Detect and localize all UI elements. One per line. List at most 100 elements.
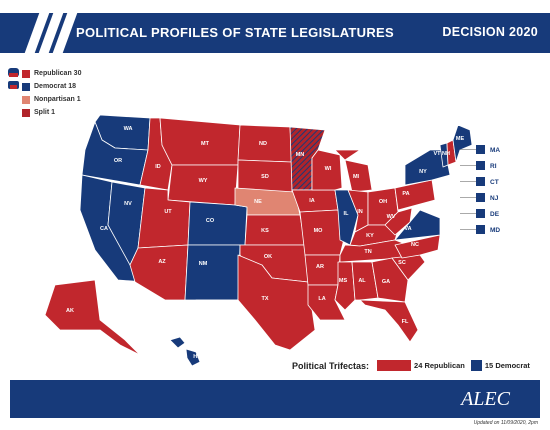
map-svg: WA OR CA NV ID MT WY UT CO AZ NM ND SD NE KS OK TX MN IA MO… (44, 114, 500, 367)
state-ia (291, 189, 339, 213)
state-mo (299, 209, 346, 256)
state-label-va: VA (404, 226, 411, 232)
state-va (394, 209, 441, 241)
state-label-or: OR (114, 158, 122, 164)
trifecta-legend: Political Trifectas: 24 Republican 15 De… (292, 360, 536, 371)
state-mt (159, 117, 241, 166)
legend-label: Democrat 18 (34, 83, 77, 90)
callout-label-ma: MA (490, 147, 500, 154)
party-icons (8, 68, 19, 89)
trifecta-democrat: 15 Democrat (484, 361, 530, 370)
state-me (452, 124, 473, 163)
state-label-ms: MS (339, 278, 348, 284)
state-ks (244, 214, 306, 246)
state-tn (339, 239, 409, 263)
page-subtitle: DECISION 2020 (442, 25, 538, 39)
legend-item-nonpartisan: Nonpartisan 1 (22, 94, 81, 105)
callout-label-nj: NJ (490, 195, 499, 202)
callout-label-de: DE (490, 211, 500, 218)
state-label-il: IL (344, 211, 350, 217)
state-az (129, 244, 189, 301)
state-label-nd: ND (259, 141, 267, 147)
state-label-ak: AK (66, 308, 74, 314)
legend-swatch (22, 108, 30, 117)
state-tx (195, 254, 316, 351)
callout-box-de (476, 209, 485, 218)
state-label-ia: IA (309, 198, 315, 204)
state-label-fl: FL (402, 319, 409, 325)
state-label-sc: SC (398, 260, 406, 266)
state-label-tn: TN (364, 249, 371, 255)
state-al (351, 261, 379, 301)
legend-label: Split 1 (34, 109, 56, 116)
state-wy (167, 164, 239, 206)
state-mi (334, 149, 373, 193)
footer: ALEC (10, 380, 540, 418)
state-ak (44, 279, 141, 356)
state-label-mi: MI (353, 174, 360, 180)
state-ny (404, 149, 451, 186)
us-map: WA OR CA NV ID MT WY UT CO AZ NM ND SD NE KS OK TX MN IA MO… (0, 60, 550, 390)
state-fl (359, 299, 419, 343)
legend-item-democrat: Democrat 18 (22, 81, 81, 92)
state-label-ut: UT (164, 209, 172, 215)
callout-label-ct: CT (490, 179, 499, 186)
updated-note: Updated on 11/09/2020, 2pm (473, 420, 538, 426)
legend-label: Republican 30 (34, 70, 82, 77)
callout-box-ct (476, 177, 485, 186)
state-label-wv: WV (387, 214, 396, 220)
legend-swatch (22, 69, 30, 78)
callout-label-md: MD (490, 227, 500, 234)
legend-item-split: Split 1 (22, 107, 81, 118)
alec-logo: ALEC (461, 388, 510, 410)
callout-box-md (476, 225, 485, 234)
state-label-co: CO (206, 218, 215, 224)
state-label-wi: WI (325, 166, 332, 172)
state-label-tx: TX (261, 296, 268, 302)
state-label-vt: VT (433, 151, 441, 157)
state-hi (169, 336, 201, 367)
state-wv (384, 207, 413, 236)
trifecta-swatch-republican (377, 360, 412, 371)
state-nc (394, 234, 441, 259)
state-label-ks: KS (261, 228, 269, 234)
state-label-az: AZ (158, 259, 166, 265)
legend-item-republican: Republican 30 (22, 68, 81, 79)
state-label-mn: MN (296, 152, 305, 158)
callout-box-nj (476, 193, 485, 202)
state-co (187, 201, 248, 246)
state-label-ga: GA (382, 279, 390, 285)
state-ar (304, 254, 341, 286)
state-label-id: ID (155, 164, 161, 170)
state-label-al: AL (358, 278, 366, 284)
state-label-ca: CA (100, 226, 108, 232)
state-label-oh: OH (379, 199, 387, 205)
state-label-nv: NV (124, 201, 132, 207)
state-label-mt: MT (201, 141, 210, 147)
callout-box-ri (476, 161, 485, 170)
state-label-in: IN (357, 209, 363, 215)
state-label-nc: NC (411, 242, 419, 248)
state-label-pa: PA (402, 191, 409, 197)
state-label-wa: WA (124, 126, 133, 132)
trifecta-republican: 24 Republican (414, 361, 465, 370)
legend: Republican 30 Democrat 18 Nonpartisan 1 … (22, 68, 81, 120)
state-label-ok: OK (264, 254, 272, 260)
state-label-ny: NY (419, 169, 427, 175)
state-label-me: ME (456, 136, 465, 142)
state-nm (184, 244, 241, 301)
state-label-nh: NH (442, 151, 450, 157)
state-label-hi: HI (193, 354, 199, 360)
state-label-mo: MO (314, 228, 324, 234)
state-ms (334, 261, 356, 311)
callout-label-ri: RI (490, 163, 497, 170)
state-label-ne: NE (254, 199, 262, 205)
state-label-wy: WY (199, 178, 208, 184)
trifecta-label: Political Trifectas: (292, 360, 370, 371)
state-pa (394, 179, 436, 211)
header: POLITICAL PROFILES OF STATE LEGISLATURES… (0, 0, 550, 62)
state-label-sd: SD (261, 174, 269, 180)
state-ga (371, 257, 409, 303)
trifecta-swatch-democrat (470, 360, 482, 371)
legend-swatch (22, 95, 30, 104)
